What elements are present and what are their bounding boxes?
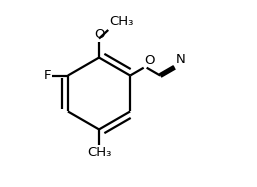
Text: CH₃: CH₃ (87, 146, 111, 159)
Text: O: O (94, 28, 104, 41)
Text: O: O (144, 54, 155, 67)
Text: CH₃: CH₃ (109, 16, 134, 28)
Text: N: N (176, 53, 185, 66)
Text: F: F (44, 69, 51, 82)
